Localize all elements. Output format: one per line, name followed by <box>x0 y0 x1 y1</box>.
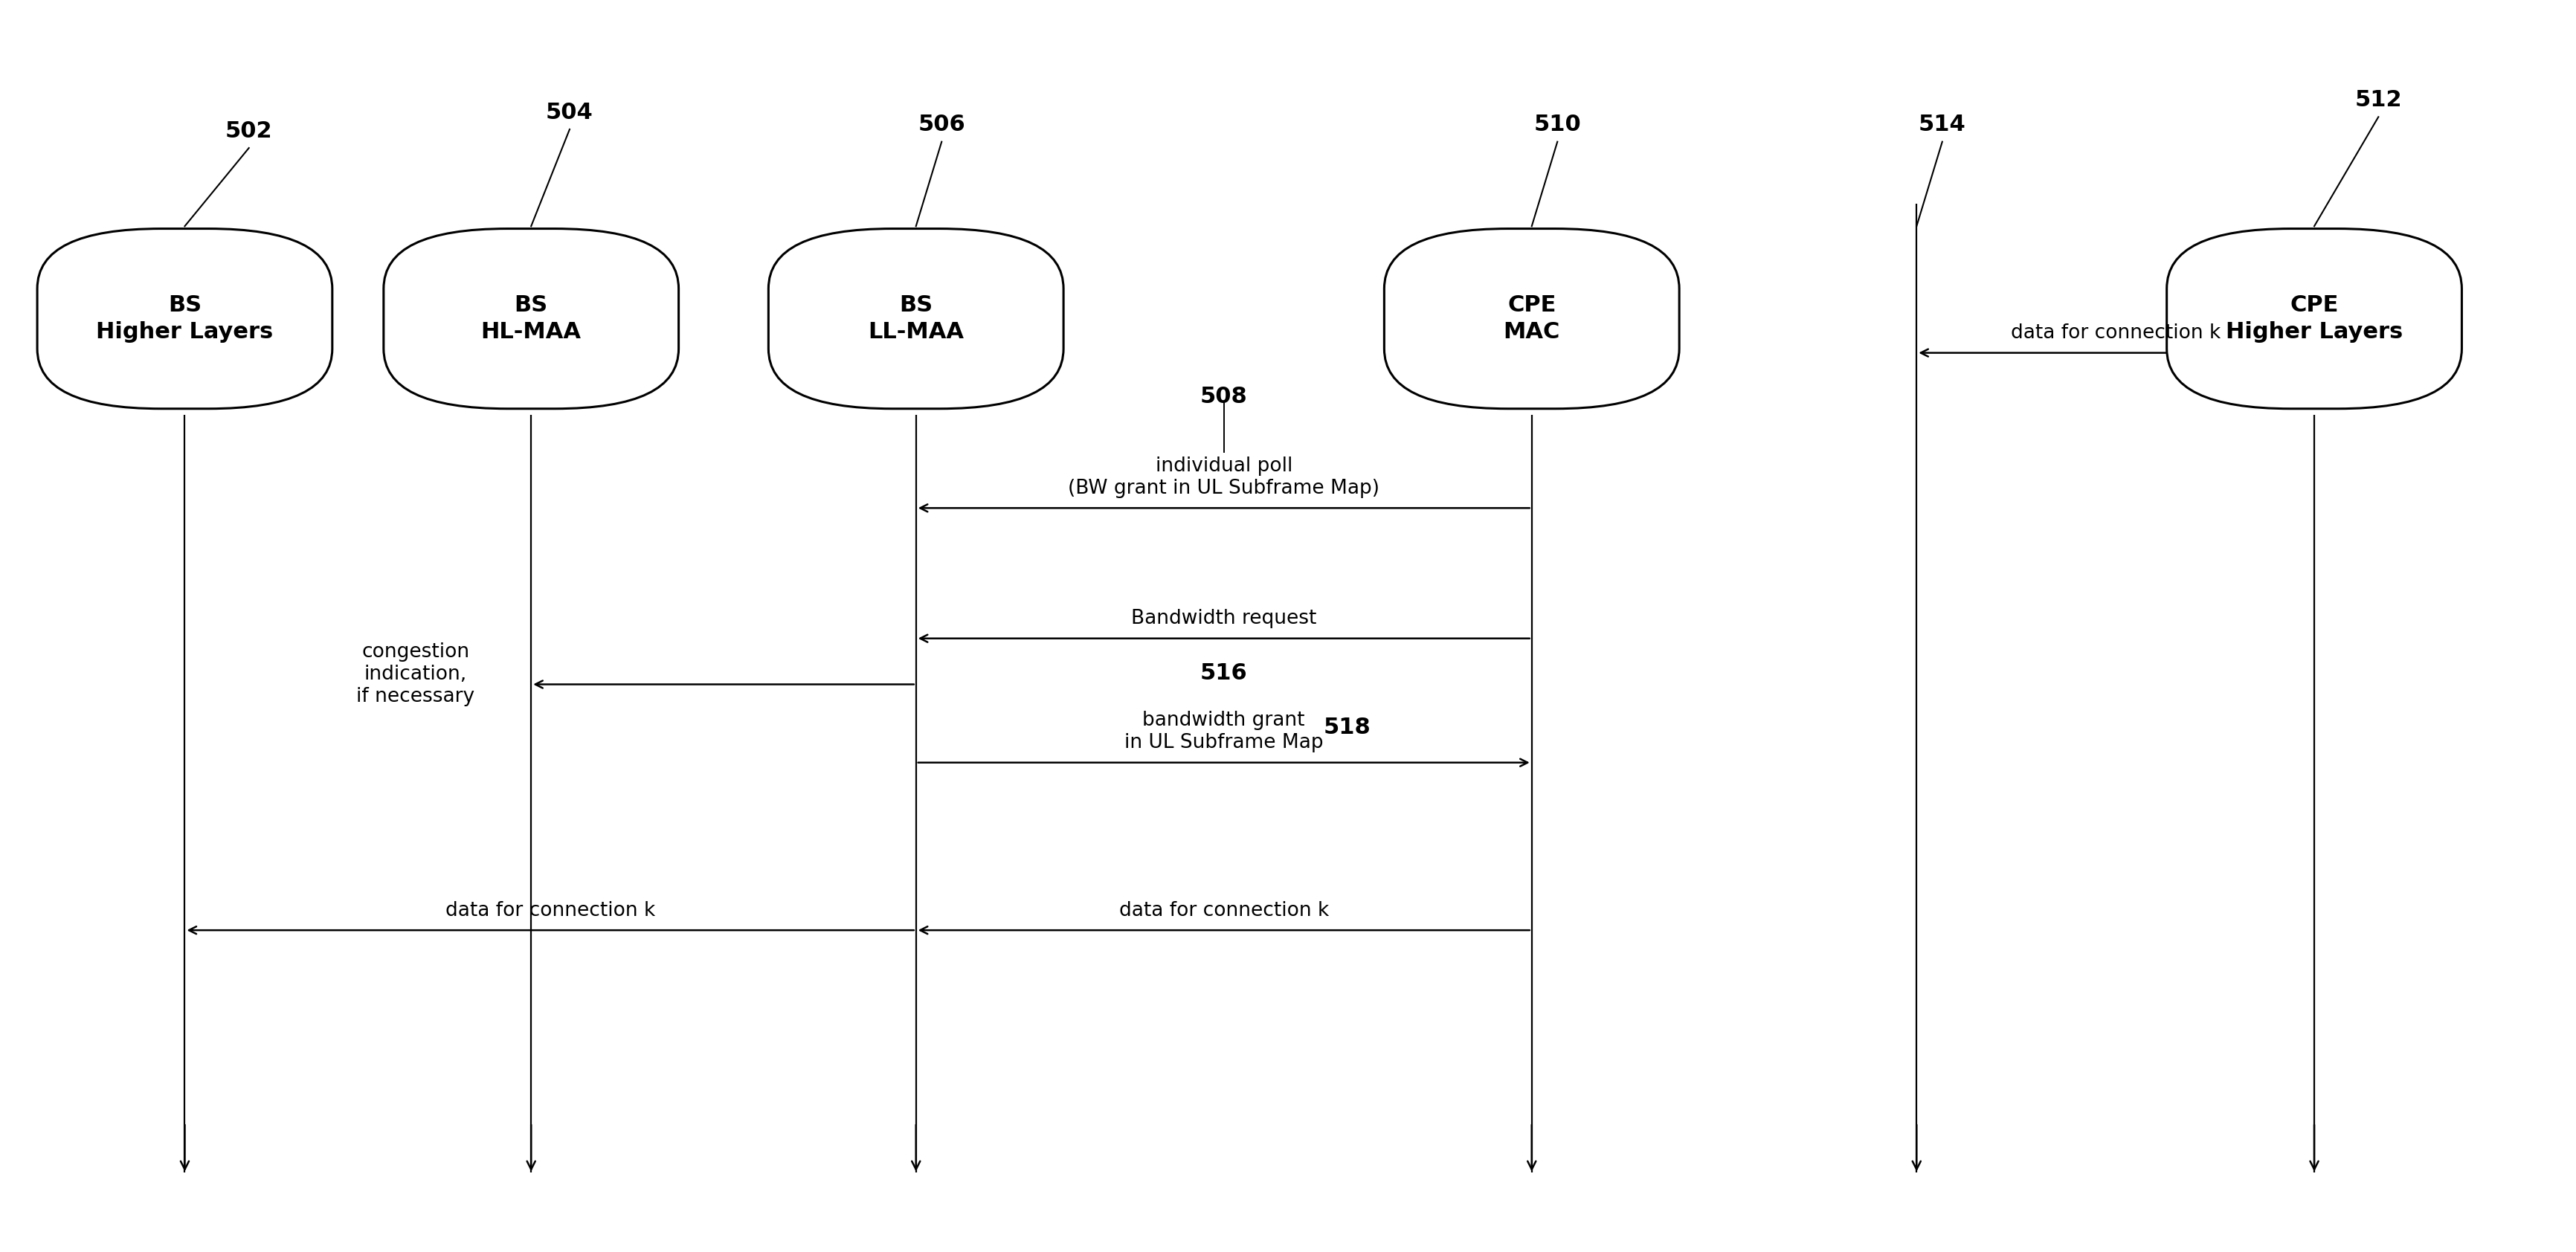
FancyBboxPatch shape <box>1383 229 1680 408</box>
Text: 516: 516 <box>1200 662 1247 684</box>
Text: data for connection k: data for connection k <box>446 901 654 920</box>
Text: individual poll
(BW grant in UL Subframe Map): individual poll (BW grant in UL Subframe… <box>1069 457 1381 498</box>
Text: data for connection k: data for connection k <box>2009 323 2221 343</box>
Text: 512: 512 <box>2354 89 2401 110</box>
FancyBboxPatch shape <box>768 229 1064 408</box>
Text: 514: 514 <box>1919 114 1965 135</box>
Text: BS
HL-MAA: BS HL-MAA <box>482 294 582 343</box>
Text: 518: 518 <box>1324 717 1370 739</box>
Text: BS
Higher Layers: BS Higher Layers <box>95 294 273 343</box>
FancyBboxPatch shape <box>384 229 677 408</box>
FancyBboxPatch shape <box>2166 229 2463 408</box>
Text: 502: 502 <box>224 120 273 141</box>
Text: CPE
MAC: CPE MAC <box>1504 294 1561 343</box>
FancyBboxPatch shape <box>36 229 332 408</box>
Text: Bandwidth request: Bandwidth request <box>1131 610 1316 629</box>
Text: 506: 506 <box>917 114 966 135</box>
Text: data for connection k: data for connection k <box>1118 901 1329 920</box>
Text: BS
LL-MAA: BS LL-MAA <box>868 294 963 343</box>
Text: bandwidth grant
in UL Subframe Map: bandwidth grant in UL Subframe Map <box>1123 711 1324 752</box>
Text: 510: 510 <box>1533 114 1582 135</box>
Text: 508: 508 <box>1200 386 1247 407</box>
Text: congestion
indication,
if necessary: congestion indication, if necessary <box>355 642 474 706</box>
Text: CPE
Higher Layers: CPE Higher Layers <box>2226 294 2403 343</box>
Text: 504: 504 <box>546 101 592 123</box>
